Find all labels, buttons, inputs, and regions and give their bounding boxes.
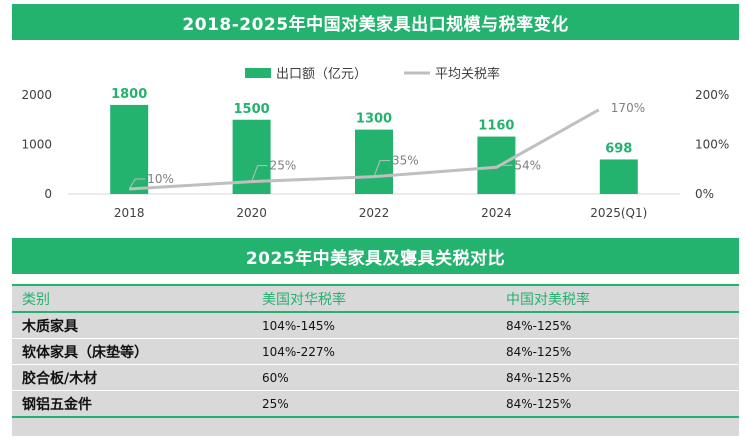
line-value-label: 170% — [611, 101, 645, 115]
cell-category: 木质家具 — [12, 313, 252, 339]
chart-title: 2018-2025年中国对美家具出口规模与税率变化 — [182, 14, 569, 35]
cell-category: 软体家具（床垫等） — [12, 339, 252, 365]
cell-us-rate: 25% — [252, 391, 496, 418]
table-row: 木质家具 104%-145% 84%-125% — [12, 313, 739, 339]
x-tick-label: 2025(Q1) — [590, 206, 647, 220]
legend-swatch-bar — [245, 68, 271, 78]
cell-cn-rate: 84%-125% — [496, 313, 739, 339]
tariff-table-container: 类别 美国对华税率 中国对美税率 木质家具 104%-145% 84%-125%… — [12, 284, 739, 436]
bar-value-label: 1160 — [478, 119, 514, 134]
y-right-tick-label: 0% — [695, 187, 714, 201]
cell-category: 胶合板/木材 — [12, 365, 252, 391]
bar-value-label: 1500 — [234, 102, 270, 117]
legend-label-line: 平均关税率 — [435, 66, 500, 82]
table-row: 钢铝五金件 25% 84%-125% — [12, 391, 739, 418]
line-value-label: 25% — [270, 159, 297, 173]
line-value-label: 54% — [514, 158, 541, 172]
legend-label-bar: 出口额（亿元） — [276, 67, 367, 82]
cell-us-rate: 104%-227% — [252, 339, 496, 365]
x-tick-label: 2022 — [359, 206, 390, 220]
combo-chart: 出口额（亿元） 平均关税率 0 1000 2000 0% 100% 200% 1800 2018 1… — [21, 66, 729, 220]
chart-title-bar: 2018-2025年中国对美家具出口规模与税率变化 — [12, 4, 739, 40]
table-header-row: 类别 美国对华税率 中国对美税率 — [12, 284, 739, 313]
y-left-tick-label: 1000 — [21, 138, 52, 152]
cell-cn-rate: 84%-125% — [496, 365, 739, 391]
tariff-table: 类别 美国对华税率 中国对美税率 木质家具 104%-145% 84%-125%… — [12, 284, 739, 418]
table-row: 软体家具（床垫等） 104%-227% 84%-125% — [12, 339, 739, 365]
bar — [599, 159, 638, 194]
y-right-tick-label: 200% — [695, 88, 729, 102]
line-label-leader — [128, 178, 146, 190]
y-left-tick-label: 2000 — [21, 88, 52, 102]
x-tick-label: 2018 — [114, 206, 145, 220]
line-label-leader — [373, 160, 390, 177]
line-value-label: 35% — [392, 154, 419, 168]
line-label-leader — [496, 164, 513, 168]
table-row: 胶合板/木材 60% 84%-125% — [12, 365, 739, 391]
bar — [110, 104, 149, 194]
column-header-category: 类别 — [12, 284, 252, 313]
column-header-cn-rate: 中国对美税率 — [496, 284, 739, 313]
bar-value-label: 1800 — [111, 87, 147, 102]
cell-cn-rate: 84%-125% — [496, 339, 739, 365]
cell-us-rate: 104%-145% — [252, 313, 496, 339]
bar-value-label: 1300 — [356, 112, 392, 127]
x-tick-label: 2020 — [236, 206, 267, 220]
y-right-tick-label: 100% — [695, 138, 729, 152]
bar — [355, 129, 393, 194]
column-header-us-rate: 美国对华税率 — [252, 284, 496, 313]
line-label-leader — [251, 165, 268, 182]
cell-category: 钢铝五金件 — [12, 391, 252, 418]
bar-value-label: 698 — [605, 141, 632, 156]
cell-us-rate: 60% — [252, 365, 496, 391]
x-tick-label: 2024 — [481, 206, 512, 220]
cell-cn-rate: 84%-125% — [496, 391, 739, 418]
table-title-bar: 2025年中美家具及寝具关税对比 — [12, 238, 739, 274]
line-value-label: 10% — [147, 172, 174, 186]
y-left-tick-label: 0 — [44, 187, 52, 201]
table-title: 2025年中美家具及寝具关税对比 — [245, 248, 506, 269]
